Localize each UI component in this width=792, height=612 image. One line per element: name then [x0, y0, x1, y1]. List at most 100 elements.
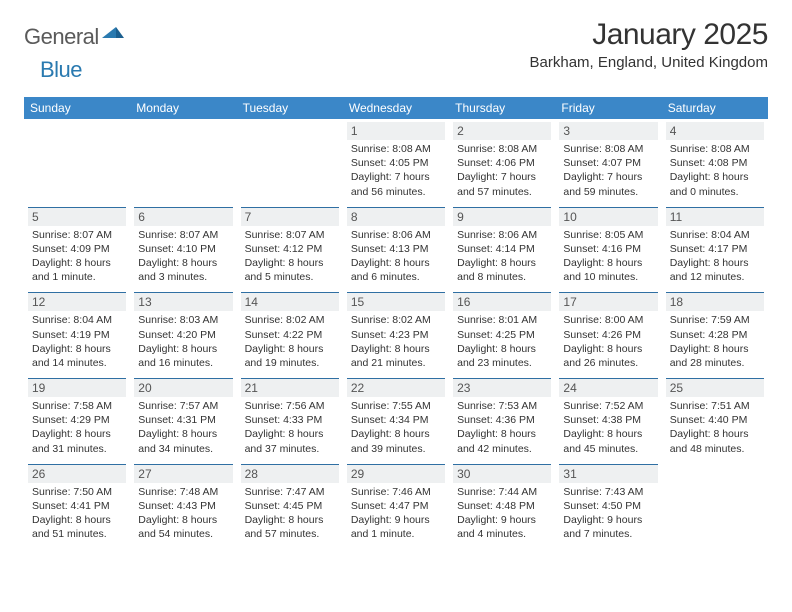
calendar-cell: [662, 461, 768, 547]
calendar-cell: 3Sunrise: 8:08 AMSunset: 4:07 PMDaylight…: [555, 119, 661, 204]
day-number: 8: [347, 207, 445, 226]
calendar-cell: 23Sunrise: 7:53 AMSunset: 4:36 PMDayligh…: [449, 375, 555, 461]
daylight-text: Daylight: 8 hours and 45 minutes.: [563, 427, 653, 455]
sunrise-text: Sunrise: 7:50 AM: [32, 485, 122, 499]
daylight-text: Daylight: 9 hours and 4 minutes.: [457, 513, 547, 541]
calendar-cell: 19Sunrise: 7:58 AMSunset: 4:29 PMDayligh…: [24, 375, 130, 461]
day-number: 30: [453, 464, 551, 483]
sunset-text: Sunset: 4:36 PM: [457, 413, 547, 427]
sunrise-text: Sunrise: 8:07 AM: [138, 228, 228, 242]
day-details: Sunrise: 8:07 AMSunset: 4:12 PMDaylight:…: [241, 226, 339, 285]
daylight-text: Daylight: 7 hours and 59 minutes.: [563, 170, 653, 198]
daylight-text: Daylight: 7 hours and 57 minutes.: [457, 170, 547, 198]
day-number: 14: [241, 292, 339, 311]
sunset-text: Sunset: 4:13 PM: [351, 242, 441, 256]
sunset-text: Sunset: 4:10 PM: [138, 242, 228, 256]
day-details: Sunrise: 7:59 AMSunset: 4:28 PMDaylight:…: [666, 311, 764, 370]
daylight-text: Daylight: 8 hours and 6 minutes.: [351, 256, 441, 284]
day-details: Sunrise: 8:07 AMSunset: 4:10 PMDaylight:…: [134, 226, 232, 285]
day-details: Sunrise: 7:52 AMSunset: 4:38 PMDaylight:…: [559, 397, 657, 456]
daylight-text: Daylight: 9 hours and 7 minutes.: [563, 513, 653, 541]
sunrise-text: Sunrise: 7:46 AM: [351, 485, 441, 499]
weekday-header: Friday: [555, 97, 661, 119]
sunrise-text: Sunrise: 7:53 AM: [457, 399, 547, 413]
daylight-text: Daylight: 7 hours and 56 minutes.: [351, 170, 441, 198]
sunrise-text: Sunrise: 8:03 AM: [138, 313, 228, 327]
sunset-text: Sunset: 4:41 PM: [32, 499, 122, 513]
calendar-cell: 17Sunrise: 8:00 AMSunset: 4:26 PMDayligh…: [555, 289, 661, 375]
sunset-text: Sunset: 4:33 PM: [245, 413, 335, 427]
sunrise-text: Sunrise: 8:04 AM: [670, 228, 760, 242]
month-title: January 2025: [530, 18, 768, 52]
day-details: Sunrise: 8:06 AMSunset: 4:14 PMDaylight:…: [453, 226, 551, 285]
day-details: Sunrise: 8:08 AMSunset: 4:07 PMDaylight:…: [559, 140, 657, 199]
day-number: 1: [347, 122, 445, 140]
sunrise-text: Sunrise: 8:05 AM: [563, 228, 653, 242]
sunset-text: Sunset: 4:12 PM: [245, 242, 335, 256]
daylight-text: Daylight: 8 hours and 34 minutes.: [138, 427, 228, 455]
sunset-text: Sunset: 4:48 PM: [457, 499, 547, 513]
day-number: 4: [666, 122, 764, 140]
sunrise-text: Sunrise: 7:59 AM: [670, 313, 760, 327]
day-number: 9: [453, 207, 551, 226]
sunset-text: Sunset: 4:47 PM: [351, 499, 441, 513]
sunset-text: Sunset: 4:16 PM: [563, 242, 653, 256]
daylight-text: Daylight: 8 hours and 39 minutes.: [351, 427, 441, 455]
day-number: 26: [28, 464, 126, 483]
daylight-text: Daylight: 8 hours and 54 minutes.: [138, 513, 228, 541]
weekday-header: Wednesday: [343, 97, 449, 119]
sunset-text: Sunset: 4:08 PM: [670, 156, 760, 170]
day-number: 24: [559, 378, 657, 397]
calendar-cell: 30Sunrise: 7:44 AMSunset: 4:48 PMDayligh…: [449, 461, 555, 547]
sunrise-text: Sunrise: 8:02 AM: [245, 313, 335, 327]
sunset-text: Sunset: 4:19 PM: [32, 328, 122, 342]
calendar-cell: 18Sunrise: 7:59 AMSunset: 4:28 PMDayligh…: [662, 289, 768, 375]
day-details: Sunrise: 8:07 AMSunset: 4:09 PMDaylight:…: [28, 226, 126, 285]
sunset-text: Sunset: 4:38 PM: [563, 413, 653, 427]
day-details: Sunrise: 7:55 AMSunset: 4:34 PMDaylight:…: [347, 397, 445, 456]
day-number: 7: [241, 207, 339, 226]
day-details: Sunrise: 8:02 AMSunset: 4:23 PMDaylight:…: [347, 311, 445, 370]
calendar-cell: 22Sunrise: 7:55 AMSunset: 4:34 PMDayligh…: [343, 375, 449, 461]
weekday-header: Sunday: [24, 97, 130, 119]
calendar-cell: 15Sunrise: 8:02 AMSunset: 4:23 PMDayligh…: [343, 289, 449, 375]
daylight-text: Daylight: 8 hours and 37 minutes.: [245, 427, 335, 455]
calendar-cell: 13Sunrise: 8:03 AMSunset: 4:20 PMDayligh…: [130, 289, 236, 375]
daylight-text: Daylight: 8 hours and 48 minutes.: [670, 427, 760, 455]
weekday-header: Thursday: [449, 97, 555, 119]
sunrise-text: Sunrise: 8:06 AM: [351, 228, 441, 242]
day-number: 13: [134, 292, 232, 311]
sunset-text: Sunset: 4:17 PM: [670, 242, 760, 256]
sunrise-text: Sunrise: 7:48 AM: [138, 485, 228, 499]
day-details: Sunrise: 7:46 AMSunset: 4:47 PMDaylight:…: [347, 483, 445, 542]
day-number: 29: [347, 464, 445, 483]
location-text: Barkham, England, United Kingdom: [530, 54, 768, 71]
sunset-text: Sunset: 4:34 PM: [351, 413, 441, 427]
sunrise-text: Sunrise: 8:07 AM: [32, 228, 122, 242]
day-number: 31: [559, 464, 657, 483]
sunrise-text: Sunrise: 7:43 AM: [563, 485, 653, 499]
weekday-header: Saturday: [662, 97, 768, 119]
sunset-text: Sunset: 4:22 PM: [245, 328, 335, 342]
sunrise-text: Sunrise: 8:06 AM: [457, 228, 547, 242]
day-number: 25: [666, 378, 764, 397]
day-details: Sunrise: 7:57 AMSunset: 4:31 PMDaylight:…: [134, 397, 232, 456]
sunrise-text: Sunrise: 7:47 AM: [245, 485, 335, 499]
daylight-text: Daylight: 8 hours and 28 minutes.: [670, 342, 760, 370]
calendar-cell: 4Sunrise: 8:08 AMSunset: 4:08 PMDaylight…: [662, 119, 768, 204]
sunrise-text: Sunrise: 7:44 AM: [457, 485, 547, 499]
day-details: Sunrise: 7:44 AMSunset: 4:48 PMDaylight:…: [453, 483, 551, 542]
calendar-cell: 25Sunrise: 7:51 AMSunset: 4:40 PMDayligh…: [662, 375, 768, 461]
logo: General: [24, 18, 126, 50]
logo-word-2: Blue: [40, 57, 82, 83]
day-number: 17: [559, 292, 657, 311]
day-details: Sunrise: 8:03 AMSunset: 4:20 PMDaylight:…: [134, 311, 232, 370]
calendar-cell: 9Sunrise: 8:06 AMSunset: 4:14 PMDaylight…: [449, 204, 555, 290]
daylight-text: Daylight: 8 hours and 57 minutes.: [245, 513, 335, 541]
day-details: Sunrise: 7:50 AMSunset: 4:41 PMDaylight:…: [28, 483, 126, 542]
day-number: 28: [241, 464, 339, 483]
calendar-cell: [130, 119, 236, 204]
logo-word-1: General: [24, 24, 99, 50]
sunrise-text: Sunrise: 8:08 AM: [563, 142, 653, 156]
weekday-header: Monday: [130, 97, 236, 119]
